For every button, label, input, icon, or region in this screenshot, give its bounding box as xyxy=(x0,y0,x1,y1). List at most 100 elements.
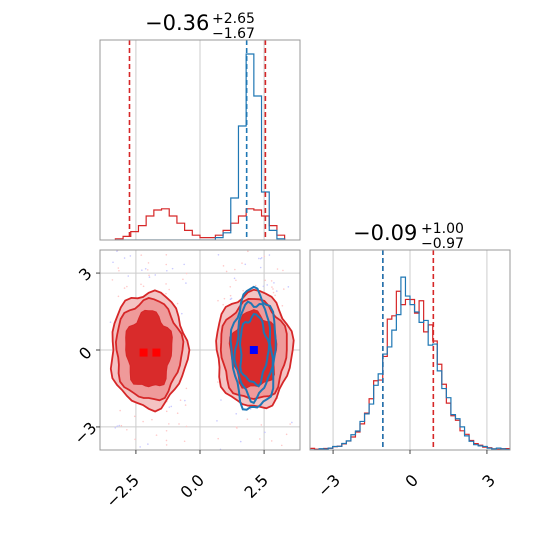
joint-panel xyxy=(96,249,301,454)
scatter-point xyxy=(113,451,115,453)
scatter-point xyxy=(123,257,126,259)
scatter-point xyxy=(246,418,249,421)
scatter-point xyxy=(216,420,218,422)
scatter-point xyxy=(109,321,112,323)
histogram-series-series_b xyxy=(114,208,286,240)
scatter-point xyxy=(168,288,170,291)
scatter-point xyxy=(259,266,262,269)
scatter-point xyxy=(217,381,219,383)
scatter-point xyxy=(118,269,120,272)
scatter-point xyxy=(142,420,144,423)
scatter-point xyxy=(126,285,128,288)
scatter-point xyxy=(241,262,243,264)
scatter-point xyxy=(129,255,132,257)
scatter-point xyxy=(272,288,274,290)
scatter-point xyxy=(242,289,244,292)
tick-marks xyxy=(332,450,488,454)
scatter-point xyxy=(247,250,249,253)
scatter-point xyxy=(179,399,182,402)
scatter-point xyxy=(154,274,157,276)
scatter-point xyxy=(235,412,238,415)
scatter-point xyxy=(274,294,276,297)
scatter-point xyxy=(185,272,188,275)
y-tick-label: −3 xyxy=(70,418,100,448)
title-value: −0.09 xyxy=(353,221,417,245)
x-tick-label: −3 xyxy=(314,471,344,501)
scatter-point xyxy=(176,302,179,305)
scatter-point xyxy=(222,303,224,306)
title-upper-error: +2.65 xyxy=(212,11,255,27)
scatter-point xyxy=(229,286,232,288)
mode-marker xyxy=(152,348,161,357)
scatter-point xyxy=(171,267,174,270)
scatter-point xyxy=(117,295,120,298)
scatter-point xyxy=(142,285,145,288)
scatter-point xyxy=(185,425,188,428)
scatter-point xyxy=(127,275,130,277)
scatter-point xyxy=(112,261,114,264)
scatter-point xyxy=(223,297,226,300)
quantile-lines xyxy=(382,250,435,450)
scatter-point xyxy=(176,412,179,415)
scatter-point xyxy=(220,399,222,401)
scatter-point xyxy=(182,278,184,281)
title-upper-error: +1.00 xyxy=(421,221,464,237)
histogram-series-series_a xyxy=(115,53,286,240)
scatter-point xyxy=(264,279,267,282)
scatter-point xyxy=(183,263,185,266)
scatter-point xyxy=(259,438,261,440)
scatter-point xyxy=(217,437,219,440)
scatter-point xyxy=(185,282,187,284)
scatter-point xyxy=(147,262,150,264)
scatter-point xyxy=(118,424,121,427)
mode-marker xyxy=(139,348,148,357)
scatter-point xyxy=(225,270,228,273)
scatter-point xyxy=(280,444,283,447)
scatter-point xyxy=(260,424,263,426)
scatter-point xyxy=(184,399,186,402)
scatter-point xyxy=(217,253,220,256)
scatter-point xyxy=(151,418,153,421)
scatter-point xyxy=(262,285,265,288)
scatter-point xyxy=(239,440,242,443)
mode-marker xyxy=(249,346,258,354)
scatter-point xyxy=(170,405,173,408)
scatter-point xyxy=(217,299,219,302)
scatter-point xyxy=(266,284,269,286)
scatter-point xyxy=(229,298,232,301)
scatter-point xyxy=(133,415,136,418)
scatter-point xyxy=(144,267,147,270)
scatter-point xyxy=(254,284,257,287)
scatter-point xyxy=(116,250,118,252)
title-lower-error: −1.67 xyxy=(212,26,255,42)
y-tick-label: 3 xyxy=(75,264,96,285)
scatter-point xyxy=(276,268,279,270)
title-value: −0.36 xyxy=(145,11,209,35)
scatter-point xyxy=(168,406,171,408)
histogram-series-series_a xyxy=(310,276,510,450)
histogram-series xyxy=(310,276,510,450)
scatter-point xyxy=(268,254,271,256)
scatter-point xyxy=(111,279,114,281)
scatter-point xyxy=(285,433,288,436)
contour-level-inner xyxy=(125,309,173,388)
quantile-lines xyxy=(128,40,267,240)
title-param2: −0.09 +1.00 −0.97 xyxy=(353,221,464,252)
grid-lines xyxy=(135,40,265,240)
scatter-point xyxy=(116,425,119,428)
scatter-point xyxy=(282,288,285,290)
panel-frame xyxy=(99,39,301,241)
scatter-point xyxy=(165,263,168,266)
x-tick-label: 0.0 xyxy=(177,471,208,502)
grid-lines xyxy=(332,250,488,450)
scatter-point xyxy=(165,292,167,295)
title-param1: −0.36 +2.65 −1.67 xyxy=(145,11,255,42)
scatter-point xyxy=(140,254,143,256)
scatter-point xyxy=(140,283,142,286)
scatter-point xyxy=(271,286,273,288)
scatter-point xyxy=(183,440,186,443)
scatter-point xyxy=(165,283,167,285)
scatter-point xyxy=(123,287,126,289)
scatter-point xyxy=(165,439,168,442)
